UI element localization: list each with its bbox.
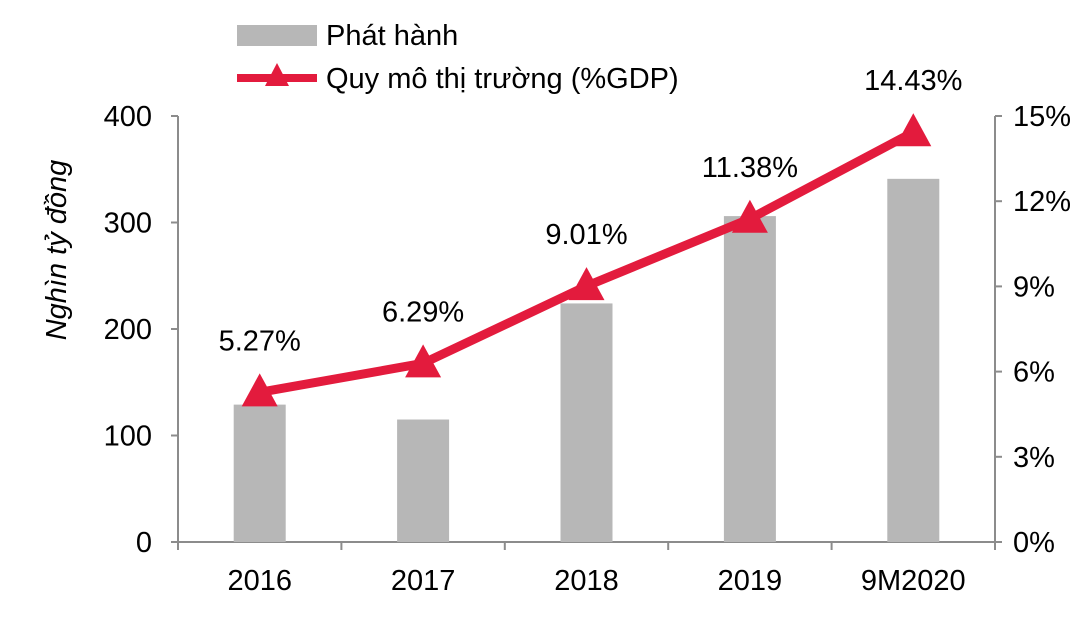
bar-2019	[723, 216, 776, 543]
x-tick-label: 2018	[554, 565, 619, 597]
legend: Phát hành Quy mô thị trường (%GDP)	[237, 20, 679, 95]
y2-tick-label: 3%	[1013, 442, 1055, 474]
data-label-2017: 6.29%	[382, 296, 464, 328]
line-marker-2017	[405, 344, 442, 378]
line-marker-9M2020	[895, 113, 932, 147]
y2-tick-label: 15%	[1013, 101, 1071, 133]
y2-tick-label: 12%	[1013, 186, 1071, 218]
line-marker-2016	[241, 373, 278, 407]
data-label-2016: 5.27%	[219, 325, 301, 357]
y-tick-label: 100	[104, 421, 152, 453]
x-tick-label: 2019	[718, 565, 783, 597]
labels: 5.27% 6.29% 9.01% 11.38% 14.43%	[219, 65, 963, 357]
legend-label-line: Quy mô thị trường (%GDP)	[326, 63, 679, 95]
x-tick-label: 2017	[391, 565, 456, 597]
y-tick-label: 200	[104, 314, 152, 346]
bar-2016	[233, 404, 286, 542]
line-marker-2019	[731, 199, 768, 233]
axes: 0 100 200 300 400 0% 3% 6% 9% 12% 15% 2016 2017 2018 2…	[104, 101, 1071, 597]
y-tick-label: 300	[104, 208, 152, 240]
x-tick-label: 9M2020	[861, 565, 966, 597]
legend-label-bar: Phát hành	[326, 20, 458, 52]
y-axis-label: Nghìn tỷ đồng	[41, 160, 73, 341]
bar-2017	[397, 419, 450, 542]
data-label-2019: 11.38%	[702, 152, 798, 184]
y2-tick-label: 9%	[1013, 271, 1055, 303]
data-label-9M2020: 14.43%	[864, 65, 962, 97]
y-tick-label: 0	[136, 527, 152, 559]
legend-marker-triangle-icon	[265, 63, 289, 86]
x-tick-label: 2016	[227, 565, 292, 597]
data-label-2018: 9.01%	[545, 219, 627, 251]
line-series	[241, 113, 932, 407]
bar-2018	[560, 303, 613, 542]
bar-9M2020	[887, 178, 940, 542]
bars	[233, 178, 940, 543]
line-marker-2018	[568, 267, 605, 301]
y-tick-label: 400	[104, 101, 152, 133]
y2-tick-label: 6%	[1013, 357, 1055, 389]
y2-tick-label: 0%	[1013, 527, 1055, 559]
legend-swatch-bar	[237, 25, 317, 46]
